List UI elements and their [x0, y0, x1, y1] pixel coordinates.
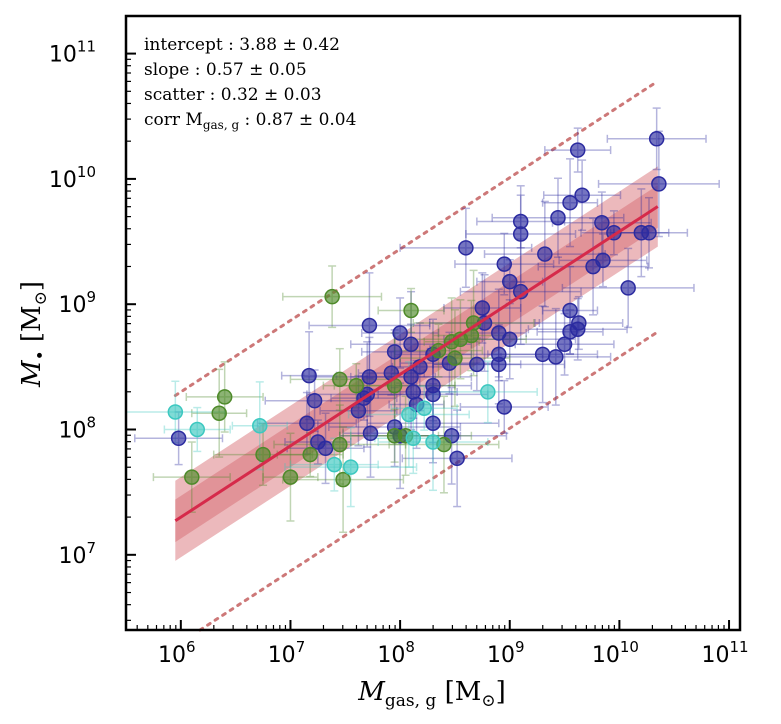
blue-point	[620, 280, 636, 296]
green-point	[403, 302, 419, 319]
green-point	[348, 377, 364, 394]
error-bar	[185, 361, 264, 433]
blue-point	[534, 346, 551, 363]
cyan-point	[405, 430, 422, 447]
cyan-point	[425, 434, 441, 450]
blue-point	[562, 302, 578, 319]
stat-intercept: intercept : 3.88 ± 0.42	[144, 35, 340, 55]
blue-point	[585, 258, 601, 275]
blue-point	[403, 369, 419, 385]
fit-line-group	[174, 205, 659, 523]
green-point	[335, 471, 351, 488]
blue-point	[548, 349, 564, 365]
blue-point	[386, 344, 403, 360]
cyan-point	[167, 404, 184, 420]
blue-point	[512, 226, 529, 242]
blue-point	[491, 356, 507, 373]
green-point	[302, 446, 318, 463]
blue-point	[648, 131, 665, 147]
green-point	[216, 389, 233, 405]
cyan-point	[189, 421, 206, 438]
blue-point	[301, 367, 317, 384]
lower-dotted-line	[198, 330, 660, 632]
y-axis-label: M• [M⊙]	[17, 281, 51, 388]
blue-point	[425, 386, 441, 403]
x-axis-label: Mgas, g [M⊙]	[357, 677, 506, 711]
blue-point	[562, 194, 578, 211]
error-bar	[534, 295, 624, 351]
blue-point	[574, 187, 590, 203]
blue-point	[361, 317, 378, 334]
blue-point	[170, 430, 187, 447]
green-point	[255, 446, 271, 463]
green-point	[282, 469, 299, 485]
blue-point	[502, 331, 518, 348]
cyan-point	[326, 456, 343, 473]
blue-point	[362, 425, 379, 442]
cyan-point	[252, 418, 268, 434]
green-point	[332, 436, 348, 453]
stat-corr: corr Mgas, g : 0.87 ± 0.04	[144, 110, 356, 132]
blue-point	[496, 399, 513, 415]
blue-point	[405, 384, 422, 400]
blue-point	[569, 142, 586, 158]
cyan-point	[416, 400, 432, 416]
blue-point	[425, 415, 441, 431]
blue-point	[361, 369, 378, 385]
cyan-point	[401, 406, 417, 423]
blue-point	[556, 336, 573, 353]
green-point	[324, 288, 340, 305]
blue-point	[502, 273, 518, 290]
blue-point	[633, 225, 650, 241]
blue-point	[550, 209, 566, 226]
green-point	[332, 371, 348, 388]
blue-point	[562, 324, 578, 340]
blue-point	[350, 402, 367, 419]
blue-point	[537, 246, 553, 262]
blue-point	[474, 300, 491, 316]
blue-point	[449, 450, 465, 467]
blue-point	[403, 336, 419, 353]
blue-point	[317, 440, 334, 457]
offset-lines	[173, 79, 660, 632]
blue-point	[299, 415, 315, 431]
cyan-point	[480, 384, 496, 400]
blue-point	[496, 256, 513, 272]
green-point	[447, 350, 463, 366]
upper-dotted-line	[173, 79, 660, 397]
y-tick-label: 108	[58, 414, 96, 444]
stat-scatter: scatter : 0.32 ± 0.03	[144, 85, 322, 105]
blue-point	[458, 240, 474, 256]
blue-point	[469, 356, 485, 373]
fit-line	[174, 205, 659, 523]
blue-point	[392, 325, 408, 341]
stat-slope: slope : 0.57 ± 0.05	[144, 60, 307, 80]
green-point	[184, 469, 200, 485]
data-points	[167, 131, 667, 488]
blue-point	[651, 176, 667, 192]
blue-point	[306, 392, 323, 409]
cyan-point	[343, 459, 359, 475]
green-point	[211, 405, 227, 421]
blue-point	[594, 215, 610, 231]
